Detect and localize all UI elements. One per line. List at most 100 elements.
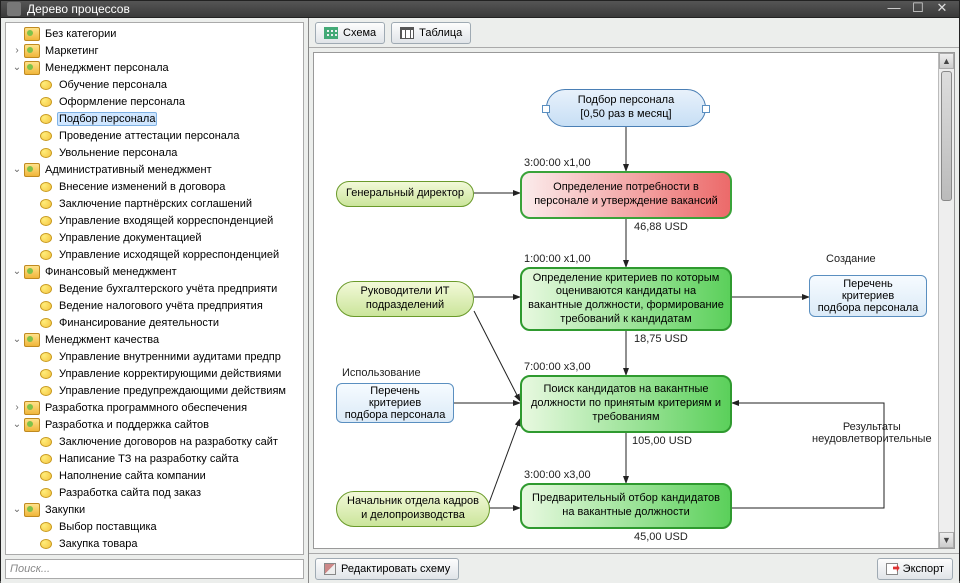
- process-node[interactable]: Предварительный отбор кандидатов на вака…: [520, 483, 732, 529]
- tree-item[interactable]: Проведение аттестации персонала: [6, 127, 303, 144]
- process-icon: [38, 350, 54, 364]
- create-label: Создание: [826, 253, 876, 265]
- window-title: Дерево процессов: [27, 2, 130, 16]
- tree-item[interactable]: ⌄Административный менеджмент: [6, 161, 303, 178]
- process-icon: [38, 367, 54, 381]
- process-icon: [38, 486, 54, 500]
- tree-item[interactable]: Разработка сайта под заказ: [6, 484, 303, 501]
- tree-item-selected[interactable]: Подбор персонала: [6, 110, 303, 127]
- port-handle[interactable]: [542, 105, 550, 113]
- export-icon: [886, 563, 898, 575]
- tree-item[interactable]: Написание ТЗ на разработку сайта: [6, 450, 303, 467]
- app-icon: [7, 2, 21, 16]
- table-icon: [400, 27, 414, 39]
- tree-item[interactable]: Внесение изменений в договора: [6, 178, 303, 195]
- time-label: 1:00:00 x1,00: [524, 253, 591, 265]
- tree-item[interactable]: Управление внутренними аудитами предпр: [6, 348, 303, 365]
- time-label: 3:00:00 x3,00: [524, 469, 591, 481]
- process-node[interactable]: Поиск кандидатов на вакантные должности …: [520, 375, 732, 433]
- process-icon: [38, 78, 54, 92]
- process-icon: [38, 384, 54, 398]
- maximize-button[interactable]: ☐: [907, 1, 929, 17]
- actor-node[interactable]: Руководители ИТподразделений: [336, 281, 474, 317]
- port-handle[interactable]: [702, 105, 710, 113]
- vertical-scrollbar[interactable]: ▲ ▼: [938, 53, 954, 548]
- process-icon: [38, 520, 54, 534]
- folder-icon: [24, 44, 40, 58]
- view-toolbar: Схема Таблица: [309, 18, 959, 48]
- start-node[interactable]: Подбор персонала [0,50 раз в месяц]: [546, 89, 706, 127]
- time-label: 3:00:00 x1,00: [524, 157, 591, 169]
- cost-label: 18,75 USD: [634, 333, 688, 345]
- process-node[interactable]: Определение потребности в персонале и ут…: [520, 171, 732, 219]
- export-button[interactable]: Экспорт: [877, 558, 953, 580]
- process-icon: [38, 112, 54, 126]
- tree-item[interactable]: Управление входящей корреспонденцией: [6, 212, 303, 229]
- folder-icon: [24, 265, 40, 279]
- tree-scroll[interactable]: Без категории ›Маркетинг ⌄Менеджмент пер…: [5, 22, 304, 555]
- process-tree: Без категории ›Маркетинг ⌄Менеджмент пер…: [6, 23, 303, 554]
- tree-item[interactable]: Управление предупреждающими действиям: [6, 382, 303, 399]
- cost-label: 46,88 USD: [634, 221, 688, 233]
- folder-icon: [24, 27, 40, 41]
- tree-item[interactable]: Ведение налогового учёта предприятия: [6, 297, 303, 314]
- search-input[interactable]: Поиск...: [5, 559, 304, 579]
- tree-item[interactable]: Финансирование деятельности: [6, 314, 303, 331]
- edit-schema-button[interactable]: Редактировать схему: [315, 558, 459, 580]
- process-icon: [38, 282, 54, 296]
- tab-schema[interactable]: Схема: [315, 22, 385, 44]
- tree-item[interactable]: Заключение договоров на разработку сайт: [6, 433, 303, 450]
- app-window: Дерево процессов — ☐ ✕ Без категории ›Ма…: [0, 0, 960, 581]
- tree-item[interactable]: Оформление персонала: [6, 93, 303, 110]
- tree-item[interactable]: Ведение бухгалтерского учёта предприяти: [6, 280, 303, 297]
- diagram-canvas[interactable]: Подбор персонала [0,50 раз в месяц] 3:00…: [314, 53, 938, 548]
- tree-item[interactable]: Наполнение сайта компании: [6, 467, 303, 484]
- process-icon: [38, 129, 54, 143]
- minimize-button[interactable]: —: [883, 1, 905, 17]
- folder-icon: [24, 503, 40, 517]
- tree-item[interactable]: Увольнение персонала: [6, 144, 303, 161]
- cost-label: 105,00 USD: [632, 435, 692, 447]
- tree-item[interactable]: Закупка товара: [6, 535, 303, 552]
- tree-item[interactable]: ›Маркетинг: [6, 42, 303, 59]
- tree-item[interactable]: ⌄Финансовый менеджмент: [6, 263, 303, 280]
- tree-item[interactable]: Управление документацией: [6, 229, 303, 246]
- tree-item[interactable]: ⌄Закупки: [6, 501, 303, 518]
- process-icon: [38, 95, 54, 109]
- process-icon: [38, 146, 54, 160]
- tree-item[interactable]: Управление исходящей корреспонденцией: [6, 246, 303, 263]
- close-button[interactable]: ✕: [931, 1, 953, 17]
- tree-item[interactable]: Управление корректирующими действиями: [6, 365, 303, 382]
- tree-item[interactable]: ›Разработка программного обеспечения: [6, 399, 303, 416]
- actor-node[interactable]: Генеральный директор: [336, 181, 474, 207]
- process-icon: [38, 316, 54, 330]
- scroll-thumb[interactable]: [941, 71, 952, 201]
- use-label: Использование: [342, 367, 421, 379]
- actor-node[interactable]: Начальник отдела кадрови делопроизводств…: [336, 491, 490, 527]
- tree-item[interactable]: ⌄Менеджмент качества: [6, 331, 303, 348]
- tree-item[interactable]: Заключение партнёрских соглашений: [6, 195, 303, 212]
- process-icon: [38, 197, 54, 211]
- process-icon: [38, 537, 54, 551]
- diagram-icon: [324, 27, 338, 39]
- tree-item[interactable]: Обучение персонала: [6, 76, 303, 93]
- data-node[interactable]: Перечень критериевподбора персонала: [336, 383, 454, 423]
- scroll-up-button[interactable]: ▲: [939, 53, 954, 69]
- process-icon: [38, 214, 54, 228]
- folder-icon: [24, 61, 40, 75]
- time-label: 7:00:00 x3,00: [524, 361, 591, 373]
- tab-table[interactable]: Таблица: [391, 22, 471, 44]
- titlebar[interactable]: Дерево процессов — ☐ ✕: [1, 1, 959, 17]
- tree-item[interactable]: Без категории: [6, 25, 303, 42]
- scroll-down-button[interactable]: ▼: [939, 532, 954, 548]
- cost-label: 45,00 USD: [634, 531, 688, 543]
- tree-panel: Без категории ›Маркетинг ⌄Менеджмент пер…: [1, 18, 309, 583]
- process-icon: [38, 231, 54, 245]
- tree-item[interactable]: ⌄Разработка и поддержка сайтов: [6, 416, 303, 433]
- process-icon: [38, 248, 54, 262]
- tree-item[interactable]: Выбор поставщика: [6, 518, 303, 535]
- process-icon: [38, 452, 54, 466]
- data-node[interactable]: Перечень критериевподбора персонала: [809, 275, 927, 317]
- process-node[interactable]: Определение критериев по которым оценива…: [520, 267, 732, 331]
- tree-item[interactable]: ⌄Менеджмент персонала: [6, 59, 303, 76]
